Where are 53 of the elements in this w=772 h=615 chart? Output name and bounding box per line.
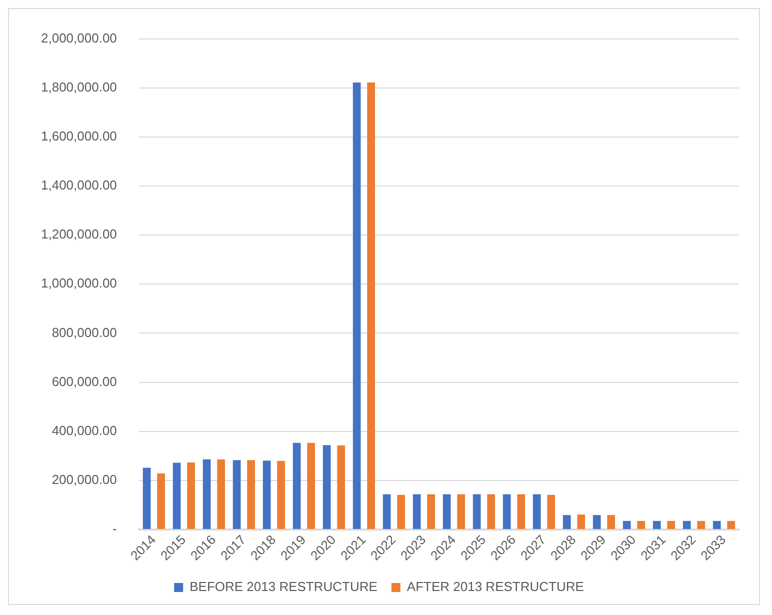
bar [217,459,225,530]
bar [382,494,391,530]
bar [682,520,691,530]
bar [427,494,435,530]
y-tick-label: 200,000.00 [52,472,117,488]
bar [442,494,451,530]
y-tick-label: 1,200,000.00 [41,226,117,242]
y-tick-label: 600,000.00 [52,374,117,389]
bar [592,515,601,530]
bar [562,515,571,530]
bar [352,82,361,530]
bar [277,460,285,530]
bar [307,442,315,530]
bar [712,520,721,530]
bar [157,473,165,530]
y-tick-label: 1,800,000.00 [41,79,117,94]
bar [187,462,195,530]
bar [292,442,301,530]
bar [247,460,255,530]
bar [172,462,181,530]
bar [697,520,706,530]
y-tick-label: 400,000.00 [52,422,117,438]
bar [367,82,375,530]
y-tick-label: 1,600,000.00 [41,128,117,144]
bar [517,494,526,530]
bar [577,514,586,530]
bar [667,520,676,530]
bar [412,494,421,530]
bar [232,460,241,530]
y-tick-label: 2,000,000.00 [41,30,117,46]
bar [547,494,556,530]
bar [202,459,211,530]
bar [262,460,271,530]
y-tick-label: 1,000,000.00 [41,276,117,291]
bar [142,468,151,530]
y-tick-label: 800,000.00 [52,324,117,340]
bar [532,494,541,530]
legend-label: BEFORE 2013 RESTRUCTURE [190,579,378,594]
y-tick-label: - [112,521,117,536]
bar [472,494,481,530]
bar [652,520,661,530]
bar [637,520,646,530]
bar [622,520,631,530]
bar [322,445,331,530]
bar [337,445,345,530]
bar [502,494,511,530]
bar [397,494,405,530]
bar [727,520,736,530]
bar [457,494,465,530]
bar [607,515,616,530]
legend-label: AFTER 2013 RESTRUCTURE [406,579,584,594]
y-tick-label: 1,400,000.00 [41,178,117,193]
bar [487,494,496,530]
